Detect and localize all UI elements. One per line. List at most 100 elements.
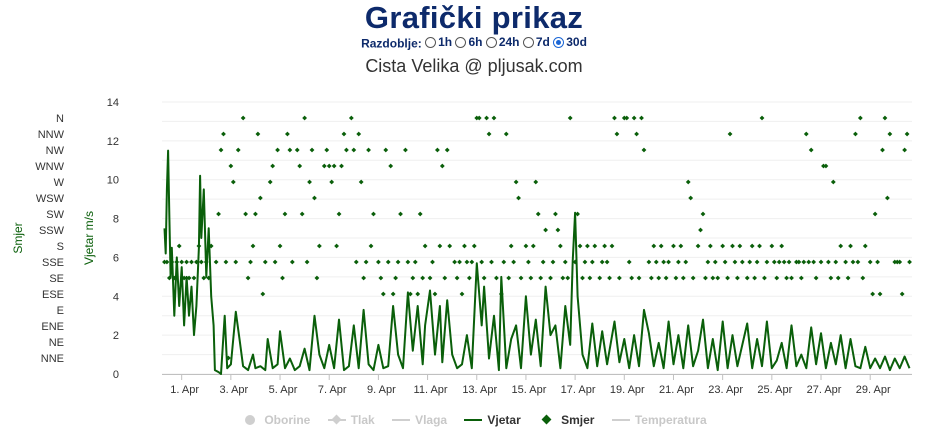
direction-point bbox=[186, 275, 192, 281]
direction-point bbox=[653, 259, 659, 265]
direction-point bbox=[739, 259, 745, 265]
period-option-24h[interactable]: 24h bbox=[485, 35, 520, 49]
direction-point bbox=[533, 179, 539, 185]
direction-point bbox=[626, 259, 632, 265]
y2-tick-label: NNE bbox=[41, 353, 64, 365]
chart-subtitle: Cista Velika @ pljusak.com bbox=[365, 56, 583, 76]
radio-icon[interactable] bbox=[485, 36, 497, 48]
radio-selected-icon[interactable] bbox=[553, 36, 565, 48]
direction-point bbox=[474, 115, 480, 121]
direction-point bbox=[599, 259, 605, 265]
direction-point bbox=[285, 131, 290, 137]
direction-point bbox=[683, 259, 689, 265]
y2-tick-label: ENE bbox=[41, 321, 64, 333]
direction-point bbox=[189, 259, 194, 265]
direction-point bbox=[818, 259, 824, 265]
legend-item-tlak[interactable]: Tlak bbox=[327, 413, 375, 427]
direction-point bbox=[471, 243, 477, 249]
direction-point bbox=[688, 195, 694, 201]
period-option-7d[interactable]: 7d bbox=[522, 35, 550, 49]
direction-point bbox=[754, 259, 760, 265]
direction-point bbox=[361, 275, 367, 281]
direction-point bbox=[439, 163, 445, 169]
direction-point bbox=[877, 291, 883, 297]
legend-item-oborine[interactable]: Oborine bbox=[241, 413, 310, 427]
period-option-30d[interactable]: 30d bbox=[553, 35, 587, 49]
y-tick-label: 4 bbox=[113, 291, 119, 303]
direction-point bbox=[275, 147, 280, 153]
radio-icon[interactable] bbox=[455, 36, 467, 48]
direction-point bbox=[535, 211, 541, 217]
direction-point bbox=[744, 275, 750, 281]
direction-point bbox=[899, 291, 905, 297]
direction-point bbox=[567, 115, 573, 121]
direction-point bbox=[757, 243, 762, 249]
direction-point bbox=[326, 163, 332, 169]
direction-point bbox=[808, 147, 814, 153]
direction-point bbox=[243, 211, 249, 217]
direction-point bbox=[432, 291, 438, 297]
direction-point bbox=[885, 195, 890, 201]
direction-point bbox=[508, 243, 514, 249]
direction-point bbox=[675, 259, 681, 265]
direction-point bbox=[705, 259, 711, 265]
direction-point bbox=[385, 259, 391, 265]
direction-point bbox=[855, 259, 861, 265]
direction-point bbox=[575, 211, 580, 217]
period-option-1h[interactable]: 1h bbox=[425, 35, 452, 49]
direction-point bbox=[371, 211, 376, 217]
direction-point bbox=[730, 243, 735, 249]
legend-item-vjetar[interactable]: Vjetar bbox=[464, 413, 521, 427]
direction-point bbox=[344, 147, 349, 153]
direction-point bbox=[466, 275, 472, 281]
direction-point bbox=[321, 163, 327, 169]
direction-point bbox=[882, 115, 888, 121]
direction-point bbox=[420, 275, 426, 281]
direction-point bbox=[358, 179, 364, 185]
direction-point bbox=[503, 131, 509, 137]
direction-point bbox=[762, 275, 767, 281]
radio-icon[interactable] bbox=[522, 36, 534, 48]
direction-point bbox=[312, 195, 317, 201]
y2-tick-label: SW bbox=[46, 209, 64, 221]
direction-point bbox=[624, 115, 630, 121]
legend-item-smjer[interactable]: Smjer bbox=[538, 413, 594, 427]
page-title: Grafički prikaz bbox=[364, 0, 584, 35]
direction-point bbox=[621, 115, 627, 121]
direction-point bbox=[857, 115, 863, 121]
legend-item-temperatura[interactable]: Temperatura bbox=[611, 413, 707, 427]
direction-point bbox=[870, 291, 876, 297]
period-option-6h[interactable]: 6h bbox=[455, 35, 482, 49]
direction-point bbox=[796, 259, 802, 265]
direction-point bbox=[666, 259, 671, 265]
direction-point bbox=[171, 275, 177, 281]
x-tick-label: 11. Apr bbox=[414, 384, 448, 396]
legend-line-icon bbox=[464, 415, 483, 425]
legend-item-vlaga[interactable]: Vlaga bbox=[392, 413, 447, 427]
direction-point bbox=[447, 243, 453, 249]
direction-point bbox=[811, 259, 817, 265]
direction-point bbox=[481, 275, 487, 281]
direction-point bbox=[892, 259, 898, 265]
direction-point bbox=[518, 275, 524, 281]
direction-point bbox=[634, 131, 639, 137]
direction-point bbox=[297, 163, 303, 169]
direction-point bbox=[538, 275, 544, 281]
direction-point bbox=[331, 163, 337, 169]
direction-point bbox=[218, 147, 224, 153]
direction-point bbox=[203, 259, 209, 265]
direction-point bbox=[363, 259, 369, 265]
direction-point bbox=[383, 147, 389, 153]
direction-point bbox=[897, 259, 903, 265]
y2-tick-label: ESE bbox=[42, 289, 64, 301]
x-axis: 1. Apr 3. Apr 5. Apr 7. Apr 9. Apr 11. Apr 13.… bbox=[162, 374, 912, 396]
direction-point bbox=[334, 243, 339, 249]
direction-point bbox=[459, 291, 465, 297]
direction-point bbox=[314, 275, 320, 281]
series-smjer bbox=[162, 115, 912, 361]
direction-point bbox=[356, 131, 362, 137]
radio-icon[interactable] bbox=[425, 36, 437, 48]
direction-point bbox=[848, 243, 853, 249]
legend-diamond-icon bbox=[538, 414, 556, 425]
